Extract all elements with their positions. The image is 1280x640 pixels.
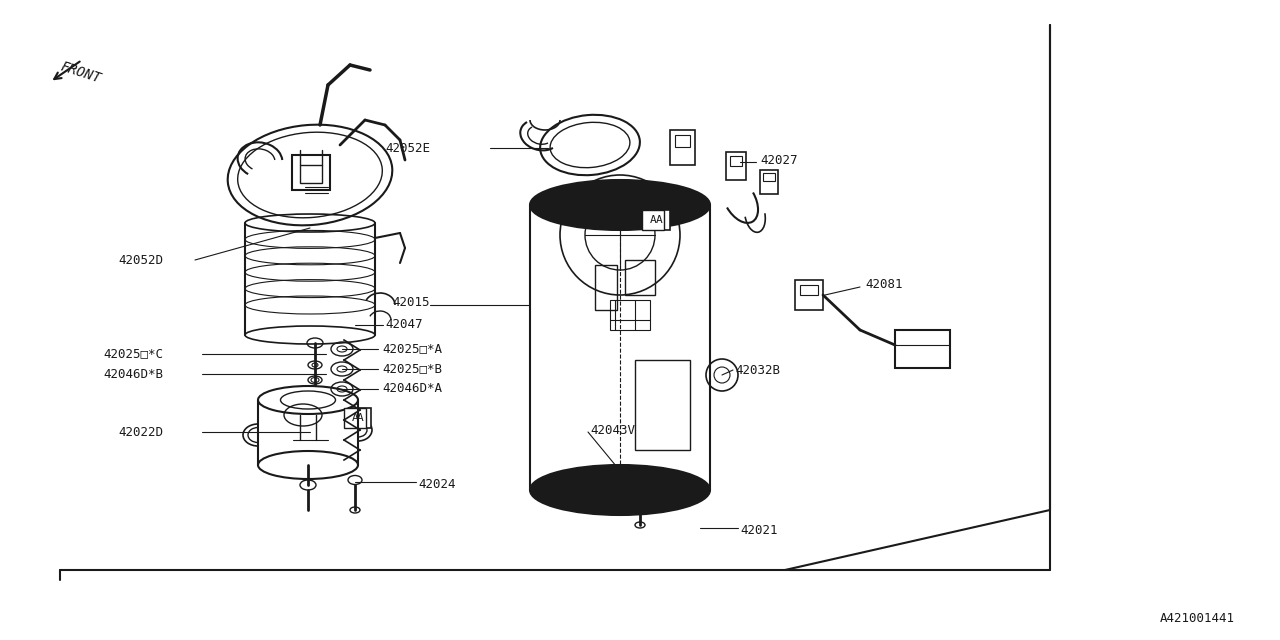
Bar [795,280,823,310]
Text: A: A [357,413,364,423]
Bar [763,173,774,181]
Bar [611,300,650,330]
Text: 42021: 42021 [740,524,777,536]
Bar [895,330,950,368]
Text: FRONT: FRONT [58,60,102,86]
Text: 42025□*B: 42025□*B [381,362,442,376]
Text: 42032B: 42032B [735,364,780,376]
Text: 42027: 42027 [760,154,797,166]
Bar [625,260,655,295]
Text: 42046D*A: 42046D*A [381,383,442,396]
Text: A: A [655,215,662,225]
Text: 42046D*B: 42046D*B [102,369,163,381]
Bar [675,135,690,147]
Text: 42081: 42081 [865,278,902,291]
Bar [648,210,669,230]
Text: 42052E: 42052E [385,141,430,154]
Ellipse shape [530,180,710,230]
Bar [595,265,617,310]
Text: 42052D: 42052D [118,253,163,266]
Ellipse shape [530,465,710,515]
Bar [349,408,371,428]
Bar [292,155,330,190]
Text: 42043V: 42043V [590,424,635,436]
Text: 42024: 42024 [419,477,456,490]
Bar [800,285,818,295]
Text: 42047: 42047 [385,319,422,332]
Bar [760,170,778,194]
Bar [635,360,690,450]
Bar [344,408,366,428]
Text: A: A [352,413,358,423]
Bar [726,152,746,180]
Bar [669,130,695,165]
Bar [643,210,664,230]
Text: 42025□*C: 42025□*C [102,348,163,360]
Text: 42015: 42015 [393,296,430,310]
Text: A: A [650,215,657,225]
Text: A421001441: A421001441 [1160,612,1235,625]
Text: 42025□*A: 42025□*A [381,342,442,355]
Text: 42022D: 42022D [118,426,163,438]
Bar [300,165,323,183]
Bar [730,156,742,166]
